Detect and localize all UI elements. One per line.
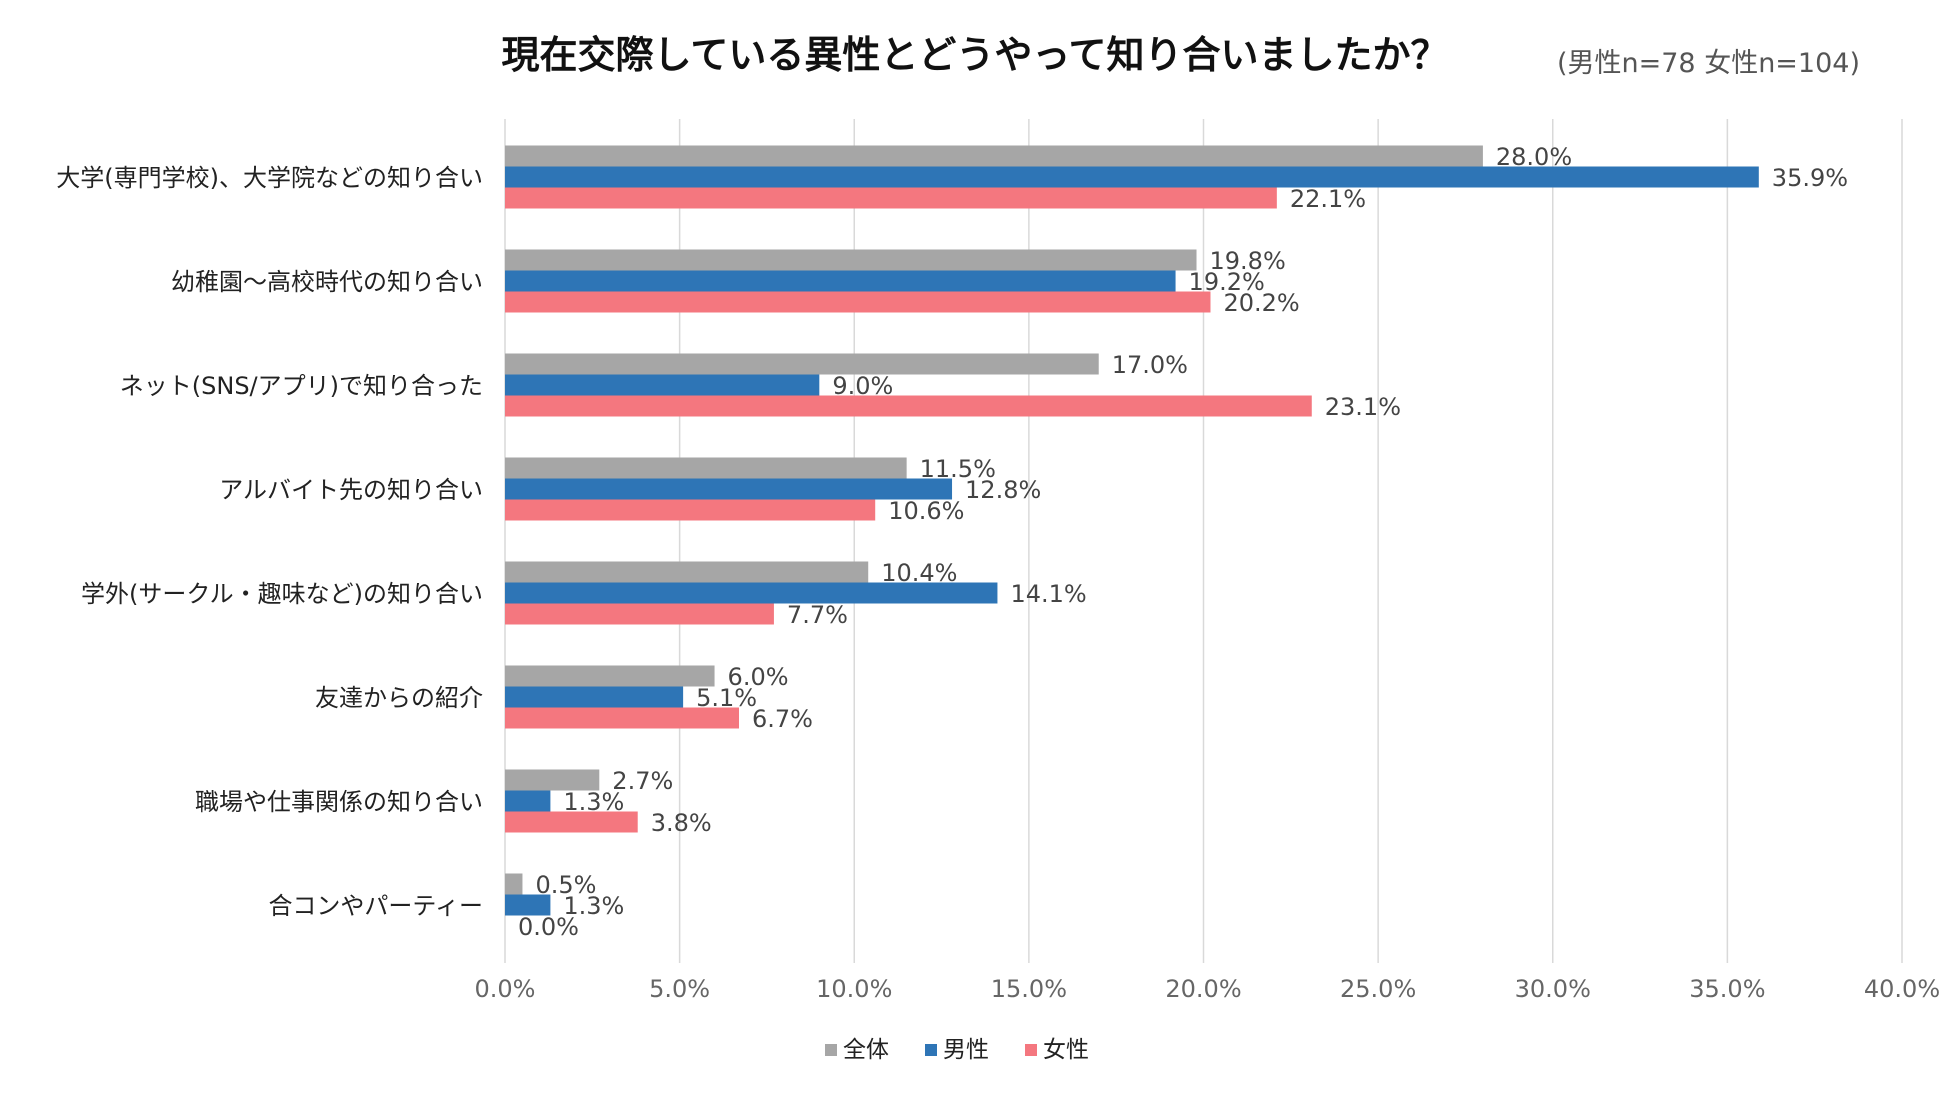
bar-6-1 bbox=[505, 790, 551, 812]
data-label-2-0: 17.0% bbox=[1112, 351, 1188, 379]
bar-4-2 bbox=[505, 603, 774, 625]
data-label-7-1: 1.3% bbox=[563, 892, 624, 920]
bar-5-2 bbox=[505, 707, 739, 729]
category-label-3: アルバイト先の知り合い bbox=[219, 476, 483, 504]
bar-4-0 bbox=[505, 561, 869, 583]
bar-1-1 bbox=[505, 270, 1176, 292]
x-tick-label-4: 20.0% bbox=[1165, 975, 1241, 1003]
bar-6-0 bbox=[505, 769, 600, 791]
category-label-6: 職場や仕事関係の知り合い bbox=[195, 788, 483, 816]
bar-0-0 bbox=[505, 145, 1483, 167]
data-label-4-2: 7.7% bbox=[787, 601, 848, 629]
data-labels: 28.0% 35.9% 22.1% 19.8%19.2%20.2% 17.0% 9.0% 2… bbox=[518, 143, 1848, 941]
legend-swatch-0 bbox=[825, 1044, 837, 1056]
category-label-2: ネット(SNS/アプリ)で知り合った bbox=[120, 372, 483, 400]
bar-5-1 bbox=[505, 686, 684, 708]
bar-4-1 bbox=[505, 582, 998, 604]
data-label-6-2: 3.8% bbox=[651, 809, 712, 837]
category-label-5: 友達からの紹介 bbox=[315, 684, 483, 712]
category-label-1: 幼稚園～高校時代の知り合い bbox=[171, 268, 483, 296]
data-label-0-0: 28.0% bbox=[1496, 143, 1572, 171]
chart-title: 現在交際している異性とどうやって知り合いましたか？ bbox=[502, 33, 1449, 77]
bar-0-2 bbox=[505, 187, 1277, 209]
category-label-4: 学外(サークル・趣味など)の知り合い bbox=[81, 580, 483, 608]
data-label-5-0: 6.0% bbox=[728, 663, 789, 691]
data-label-1-2: 20.2% bbox=[1223, 289, 1299, 317]
legend-swatch-2 bbox=[1025, 1044, 1037, 1056]
data-label-5-2: 6.7% bbox=[752, 705, 813, 733]
data-label-7-2: 0.0% bbox=[518, 913, 579, 941]
x-tick-label-7: 35.0% bbox=[1689, 975, 1765, 1003]
data-label-6-0: 2.7% bbox=[612, 767, 673, 795]
chart-subtitle: (男性n=78 女性n=104) bbox=[1557, 48, 1860, 79]
legend-label-0[interactable]: 全体 bbox=[843, 1037, 889, 1063]
bar-3-0 bbox=[505, 457, 907, 479]
data-label-4-0: 10.4% bbox=[881, 559, 957, 587]
x-tick-label-8: 40.0% bbox=[1864, 975, 1940, 1003]
bar-1-2 bbox=[505, 291, 1211, 313]
data-label-3-2: 10.6% bbox=[888, 497, 964, 525]
legend-swatch-1 bbox=[925, 1044, 937, 1056]
legend-label-2[interactable]: 女性 bbox=[1043, 1037, 1089, 1063]
x-tick-label-5: 25.0% bbox=[1340, 975, 1416, 1003]
bar-2-1 bbox=[505, 374, 820, 396]
bar-3-1 bbox=[505, 478, 953, 500]
x-tick-label-3: 15.0% bbox=[991, 975, 1067, 1003]
legend[interactable]: 全体 男性 女性 bbox=[825, 1037, 1089, 1063]
data-label-2-1: 9.0% bbox=[832, 372, 893, 400]
bar-6-2 bbox=[505, 811, 638, 833]
data-label-3-1: 12.8% bbox=[965, 476, 1041, 504]
data-label-4-1: 14.1% bbox=[1010, 580, 1086, 608]
bar-2-2 bbox=[505, 395, 1312, 417]
legend-label-1[interactable]: 男性 bbox=[943, 1037, 989, 1063]
category-label-0: 大学(専門学校)、大学院などの知り合い bbox=[56, 164, 483, 192]
category-axis: 大学(専門学校)、大学院などの知り合い幼稚園～高校時代の知り合いネット(SNS/… bbox=[56, 164, 483, 920]
data-label-7-0: 0.5% bbox=[535, 871, 596, 899]
bar-1-0 bbox=[505, 249, 1197, 271]
data-label-2-2: 23.1% bbox=[1325, 393, 1401, 421]
data-label-0-1: 35.9% bbox=[1772, 164, 1848, 192]
bar-0-1 bbox=[505, 166, 1759, 188]
x-tick-label-1: 5.0% bbox=[649, 975, 710, 1003]
data-label-5-1: 5.1% bbox=[696, 684, 757, 712]
data-label-1-1: 19.2% bbox=[1189, 268, 1265, 296]
bar-7-0 bbox=[505, 873, 523, 895]
bar-2-0 bbox=[505, 353, 1099, 375]
x-tick-label-2: 10.0% bbox=[816, 975, 892, 1003]
x-tick-label-0: 0.0% bbox=[475, 975, 536, 1003]
bar-7-1 bbox=[505, 894, 551, 916]
value-axis: 0.0% 5.0% 10.0% 15.0% 20.0% 25.0% 30.0% 35.0% 40… bbox=[475, 975, 1941, 1003]
data-label-0-2: 22.1% bbox=[1290, 185, 1366, 213]
x-tick-label-6: 30.0% bbox=[1515, 975, 1591, 1003]
bar-series bbox=[505, 145, 1759, 916]
bar-5-0 bbox=[505, 665, 715, 687]
data-label-1-0: 19.8% bbox=[1210, 247, 1286, 275]
bar-3-2 bbox=[505, 499, 876, 521]
data-label-6-1: 1.3% bbox=[563, 788, 624, 816]
data-label-3-0: 11.5% bbox=[920, 455, 996, 483]
category-label-7: 合コンやパーティー bbox=[268, 892, 483, 920]
